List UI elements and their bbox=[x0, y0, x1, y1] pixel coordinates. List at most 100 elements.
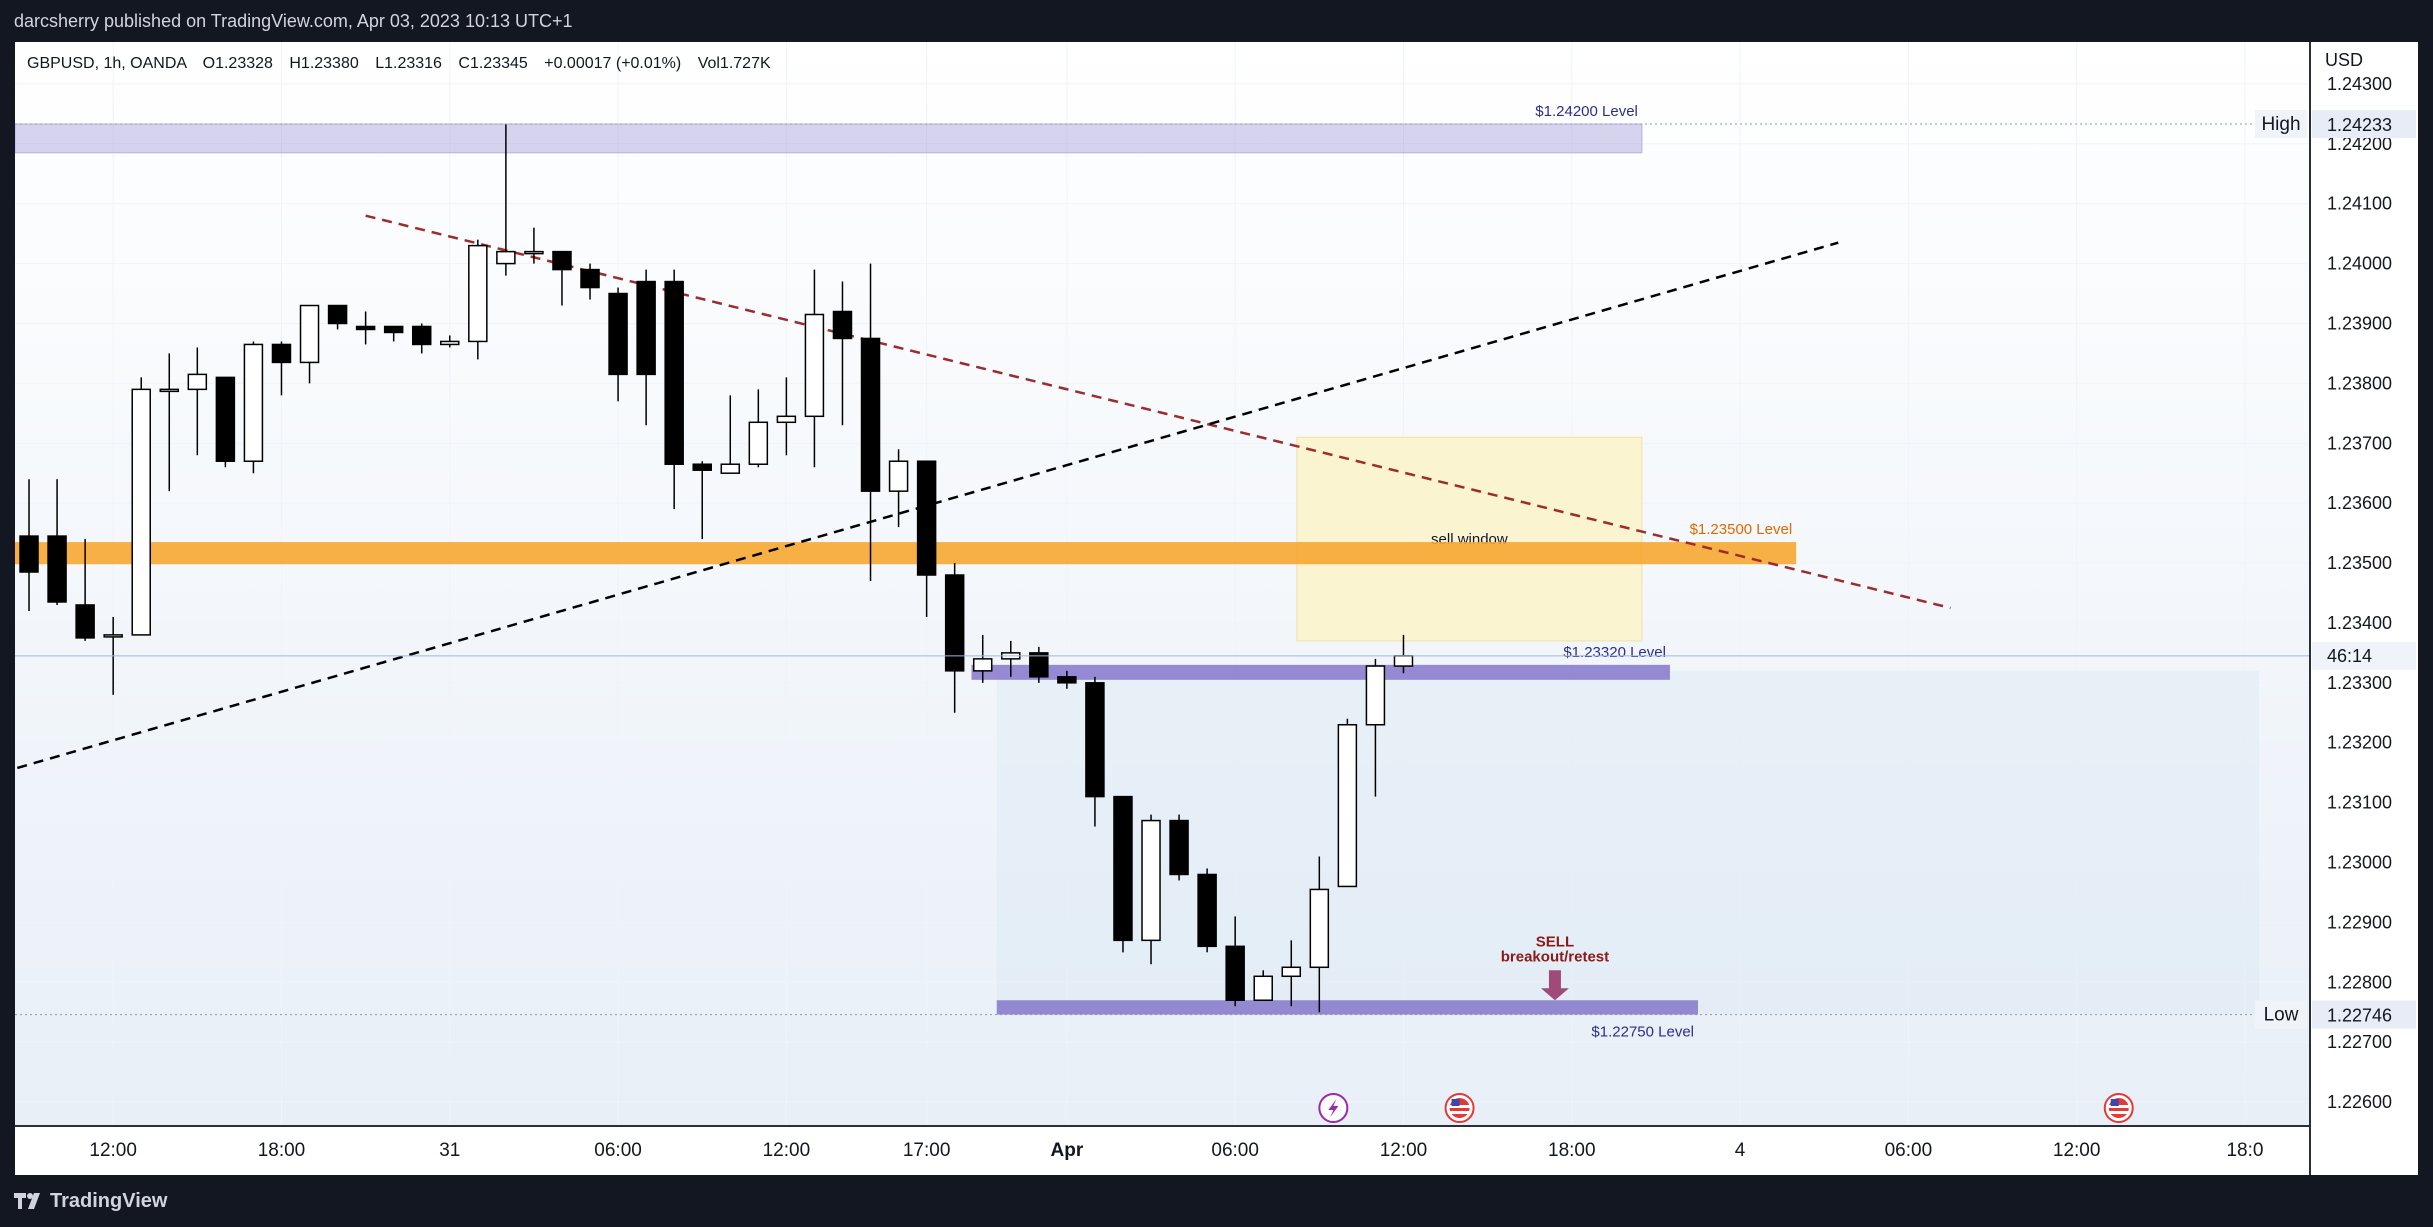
legend-open: O1.23328 bbox=[203, 55, 273, 72]
tradingview-logo[interactable]: TradingView bbox=[14, 1189, 167, 1213]
candle-body bbox=[131, 388, 151, 636]
legend-low: L1.23316 bbox=[375, 55, 442, 72]
zone-band bbox=[15, 542, 1797, 565]
zone-label: $1.23500 Level bbox=[1690, 521, 1793, 538]
tradingview-logo-icon bbox=[14, 1193, 40, 1209]
candle-body bbox=[440, 340, 460, 346]
y-tick-label: 1.22700 bbox=[2327, 1032, 2392, 1052]
zone-band bbox=[15, 123, 1643, 154]
candle-body bbox=[1057, 676, 1077, 684]
x-tick-label: 06:00 bbox=[1885, 1140, 1933, 1161]
y-tick-label: 1.23300 bbox=[2327, 673, 2392, 693]
footer-bar: TradingView bbox=[0, 1175, 2433, 1227]
x-tick-label: 06:00 bbox=[594, 1140, 642, 1161]
candle-layer bbox=[19, 124, 1414, 1013]
x-tick-label: 31 bbox=[439, 1140, 460, 1161]
candle-body bbox=[159, 388, 180, 393]
candle-body bbox=[832, 310, 853, 340]
legend-change: +0.00017 (+0.01%) bbox=[544, 55, 681, 72]
candle-body bbox=[776, 415, 797, 424]
candle-body bbox=[383, 325, 404, 334]
sell-arrow-icon bbox=[1540, 970, 1569, 1001]
candle-body bbox=[411, 325, 432, 346]
low-value-box bbox=[2312, 1000, 2416, 1029]
time-axis[interactable]: 12:00 18:00 31 06:00 12:00 17:00 Apr 06:00 12:00… bbox=[89, 1140, 2263, 1161]
candle-body bbox=[19, 535, 39, 573]
annotation-text: breakout/retest bbox=[1501, 948, 1609, 965]
candle-body bbox=[664, 280, 684, 465]
y-tick-label: 1.23200 bbox=[2327, 733, 2392, 753]
candle-body bbox=[888, 460, 909, 492]
us-flag-canton-icon bbox=[1451, 1099, 1460, 1106]
y-tick-label: 1.23500 bbox=[2327, 553, 2392, 573]
candle-body bbox=[552, 250, 572, 271]
candle-body bbox=[1029, 652, 1049, 678]
legend-symbol: GBPUSD, 1h, OANDA bbox=[27, 55, 187, 72]
x-tick-label: 06:00 bbox=[1211, 1140, 1259, 1161]
candle-body bbox=[692, 463, 712, 471]
annotation-text: SELL bbox=[1536, 933, 1574, 950]
x-tick-label: 12:00 bbox=[763, 1140, 811, 1161]
candle-body bbox=[748, 421, 769, 465]
y-tick-label: 1.24000 bbox=[2327, 254, 2392, 274]
candle-body bbox=[972, 658, 993, 672]
candle-body bbox=[355, 325, 376, 331]
zone-band bbox=[971, 664, 1670, 680]
plot-background bbox=[15, 42, 2310, 1126]
x-tick-label: 12:00 bbox=[1380, 1140, 1428, 1161]
range-box bbox=[996, 670, 2259, 1015]
x-tick-label: 18:00 bbox=[1548, 1140, 1596, 1161]
sell-window-box bbox=[1296, 436, 1643, 642]
candle-body bbox=[1197, 873, 1217, 948]
y-tick-label: 1.23100 bbox=[2327, 793, 2392, 813]
publisher-bar: darcsherry published on TradingView.com,… bbox=[0, 0, 2433, 42]
candle-body bbox=[804, 313, 825, 418]
x-tick-label: 18:0 bbox=[2226, 1140, 2263, 1161]
low-marker-label: Low bbox=[2264, 1005, 2299, 1026]
y-tick-label: 1.24100 bbox=[2327, 194, 2392, 214]
candle-body bbox=[496, 250, 516, 265]
zone-layer: sell window$1.24200 Level$1.23500 Level$… bbox=[15, 103, 1797, 1041]
tradingview-brand: TradingView bbox=[50, 1189, 168, 1212]
y-tick-label: 1.23400 bbox=[2327, 613, 2392, 633]
candle-body bbox=[1309, 888, 1330, 969]
candle-body bbox=[1225, 945, 1245, 1001]
candle-body bbox=[1141, 819, 1161, 942]
lightning-bolt-icon bbox=[1328, 1099, 1339, 1117]
low-marker-box bbox=[2255, 1000, 2307, 1029]
candle-body bbox=[271, 343, 292, 364]
candle-body bbox=[860, 337, 881, 492]
price-axis[interactable]: 1.24300 1.24200 1.24100 1.24000 1.23900 1.238… bbox=[2312, 74, 2416, 1112]
zone-band bbox=[996, 1000, 1698, 1015]
countdown-box bbox=[2312, 641, 2416, 670]
candle-body bbox=[1393, 655, 1414, 667]
x-tick-label: 12:00 bbox=[2053, 1140, 2101, 1161]
ohlc-legend: GBPUSD, 1h, OANDA O1.23328 H1.23380 L1.2… bbox=[27, 55, 771, 72]
zone-label: $1.22750 Level bbox=[1591, 1024, 1694, 1041]
candle-body bbox=[47, 535, 67, 603]
legend-close: C1.23345 bbox=[458, 55, 527, 72]
chart-frame[interactable]: sell window $1.24200 Level $1.23500 Level $… bbox=[15, 42, 2418, 1175]
price-chart[interactable]: sell window$1.24200 Level$1.23500 Level$… bbox=[15, 42, 2418, 1175]
x-tick-label: 12:00 bbox=[89, 1140, 137, 1161]
us-flag-stripe-icon bbox=[1449, 1111, 1470, 1114]
candle-body bbox=[187, 373, 208, 391]
candle-body bbox=[243, 343, 264, 462]
price-axis-background bbox=[2310, 42, 2418, 1175]
y-tick-label: 1.24300 bbox=[2327, 74, 2392, 94]
publisher-line: darcsherry published on TradingView.com,… bbox=[14, 11, 573, 31]
y-tick-label: 1.23900 bbox=[2327, 313, 2392, 333]
y-tick-label: 1.23000 bbox=[2327, 852, 2392, 872]
legend-high: H1.23380 bbox=[289, 55, 358, 72]
high-value: 1.24233 bbox=[2327, 115, 2392, 135]
us-flag-stripe-icon bbox=[2108, 1105, 2129, 1108]
us-flag-canton-icon bbox=[2110, 1099, 2119, 1106]
grid bbox=[15, 42, 2310, 1126]
candle-body bbox=[916, 460, 937, 576]
candle-body bbox=[944, 574, 965, 672]
candle-body bbox=[524, 250, 544, 255]
candle-body bbox=[1281, 966, 1302, 978]
zone-label: $1.23320 Level bbox=[1563, 644, 1666, 661]
candle-body bbox=[1337, 723, 1358, 888]
